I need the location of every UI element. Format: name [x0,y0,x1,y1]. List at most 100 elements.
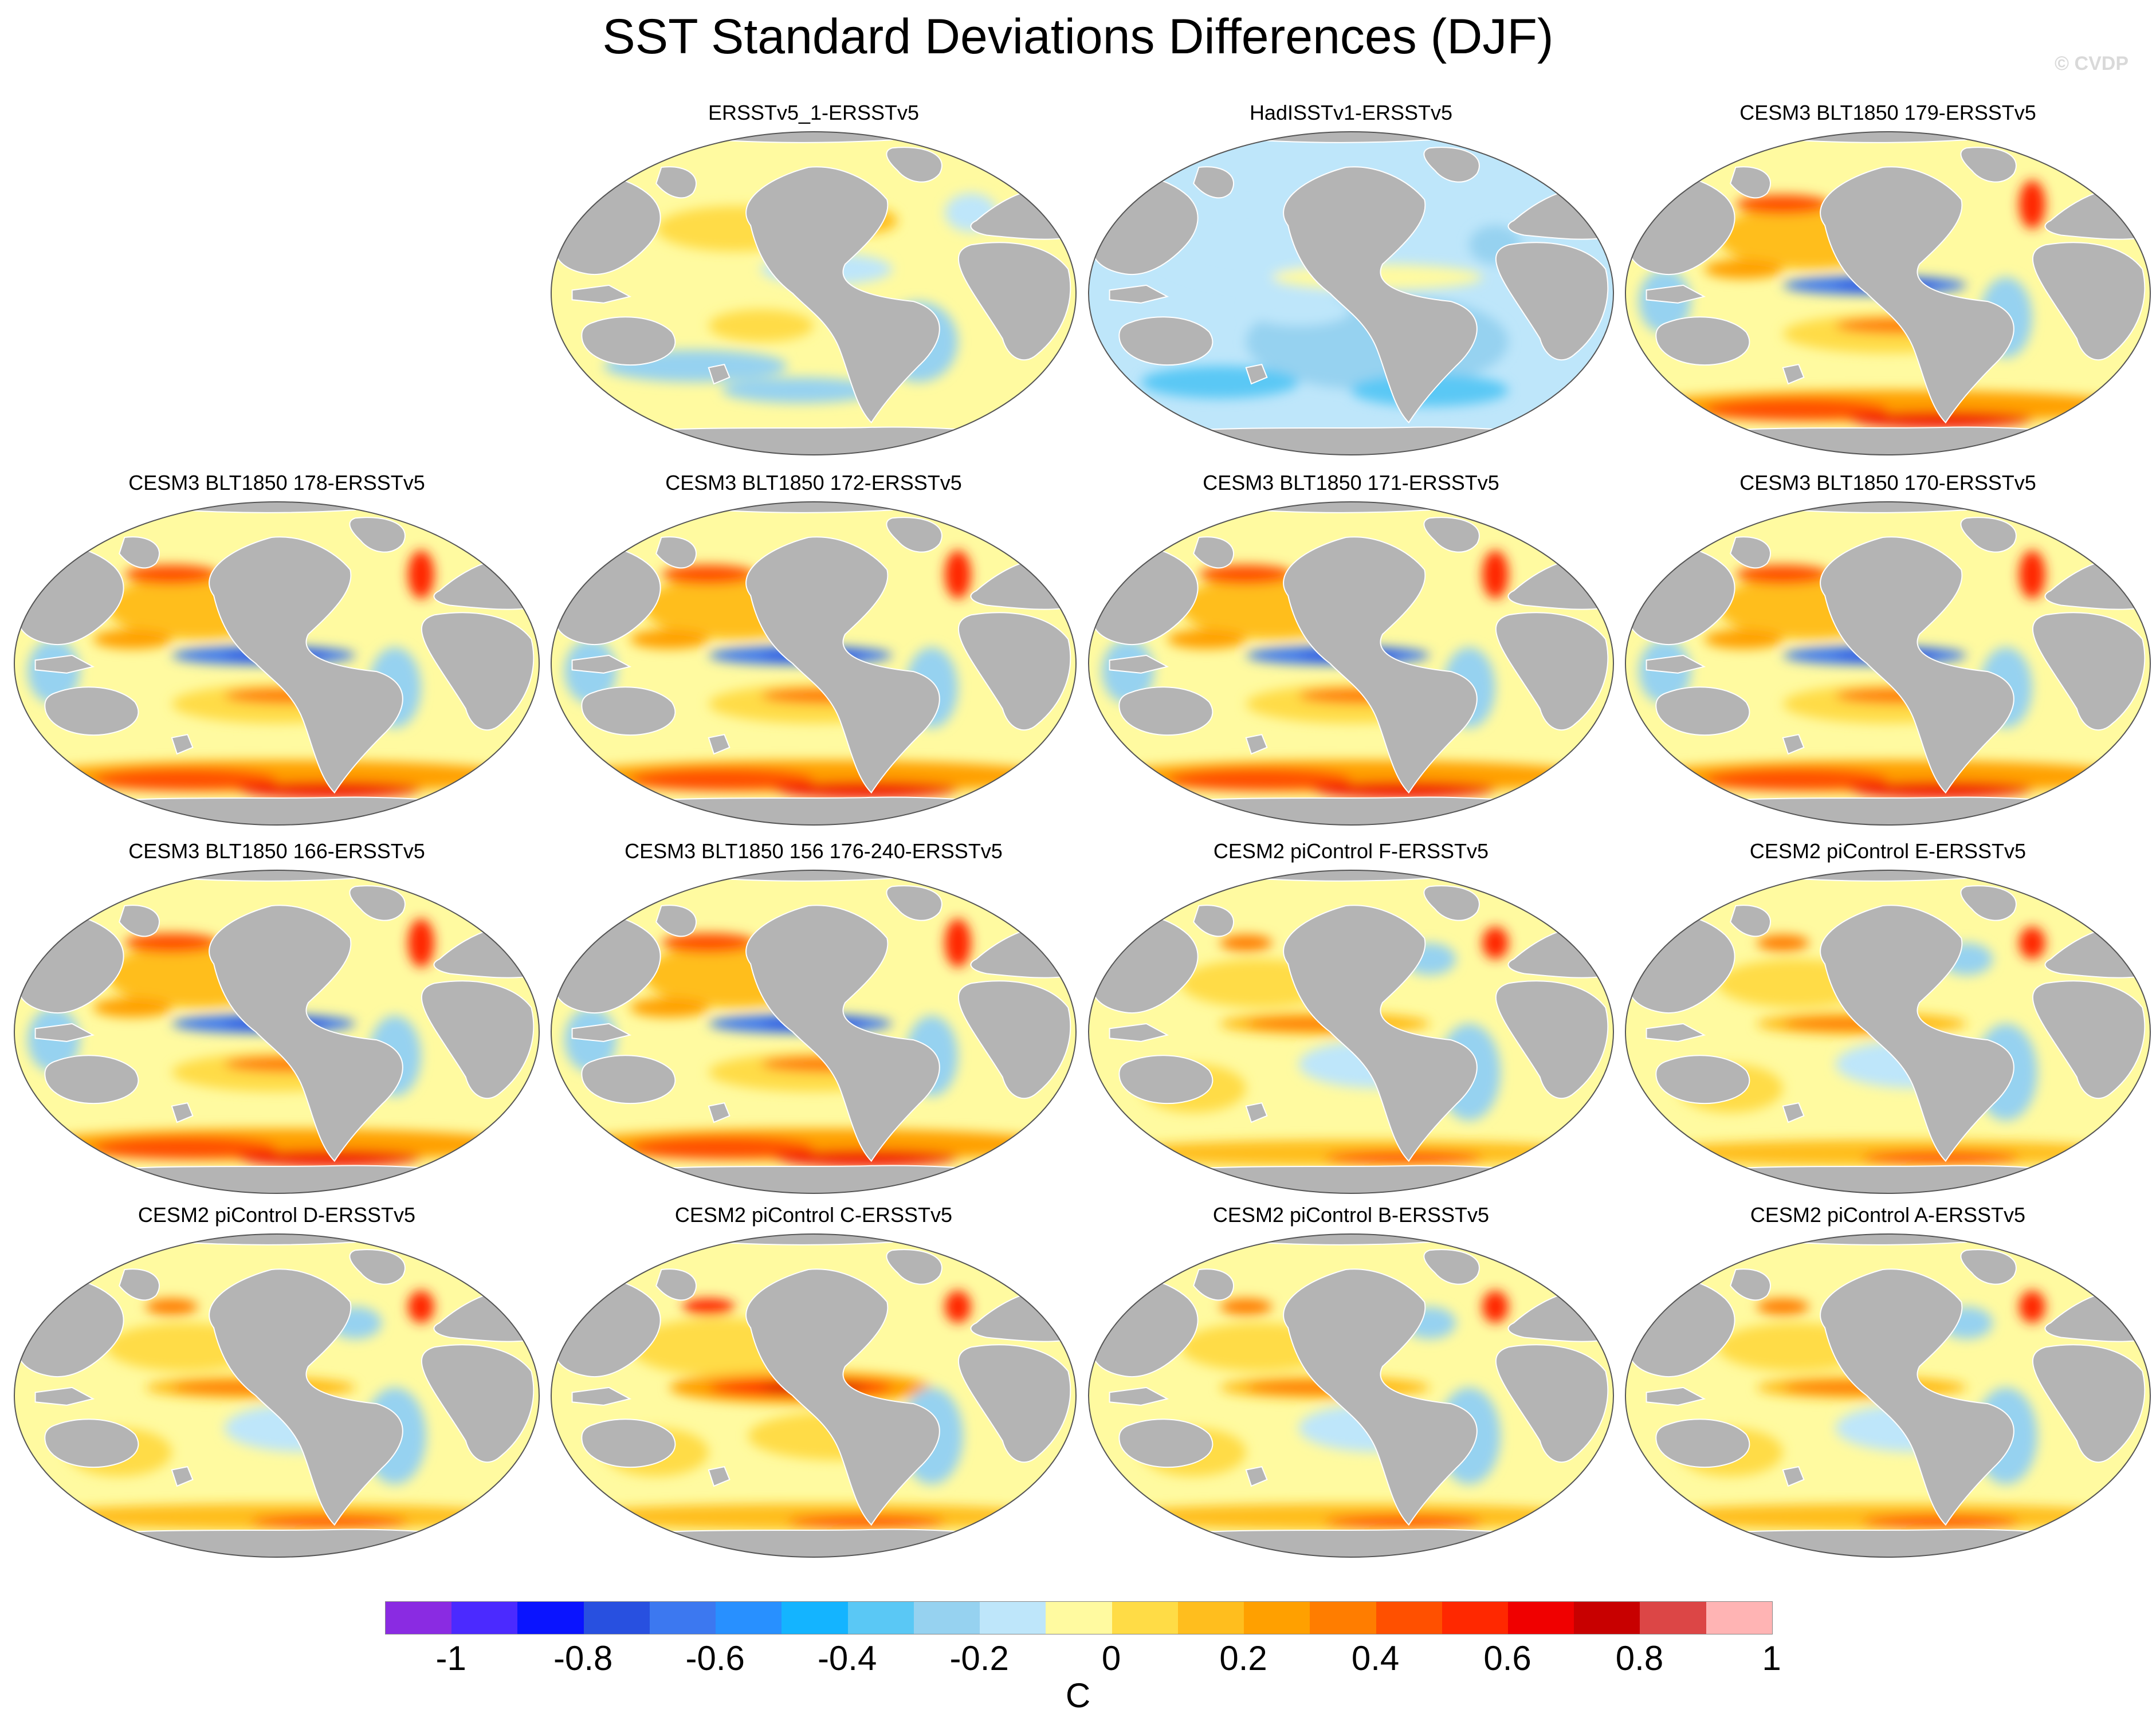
land-australia [1118,316,1214,366]
land-africa [2032,612,2146,731]
sst-anomaly-region [787,1515,945,1528]
land-greenland [349,517,406,553]
panel-title: CESM3 BLT1850 178-ERSSTv5 [128,471,425,494]
land-newzealand [1245,1465,1268,1487]
sst-anomaly-region [250,1515,408,1528]
sst-anomaly-region [93,997,172,1017]
land-australia [581,686,676,736]
land-americas [1283,536,1478,794]
map-panel: CESM3 BLT1850 171-ERSSTv5 [1085,471,1617,832]
map-outline [551,131,1077,455]
land-americas [1820,166,2014,424]
robinson-map [14,870,540,1194]
sst-anomaly-region [93,629,172,649]
colorbar-swatch [451,1602,518,1634]
land-australia [1118,686,1214,736]
colorbar-tick-label: -0.2 [949,1639,1009,1677]
land-indonesia [571,1386,632,1406]
sst-anomaly-region [1704,259,1783,279]
sst-anomaly-region [1325,1151,1482,1165]
land-australia [44,1055,139,1105]
sst-anomaly-region [630,997,709,1017]
land-arctic [655,870,893,882]
land-greenland [1960,885,2017,921]
panel-title: CESM3 BLT1850 166-ERSSTv5 [128,839,425,863]
land-greenland [1423,517,1480,553]
land-newzealand [708,363,731,385]
robinson-map [1625,501,2151,826]
map-panel: HadISSTv1-ERSSTv5 [1085,101,1617,462]
sst-anomaly-region [408,1290,434,1323]
map-panel: CESM3 BLT1850 179-ERSSTv5 [1621,101,2154,462]
map-panel: CESM2 piControl C-ERSSTv5 [547,1203,1080,1564]
sst-anomaly-region [1757,1298,1809,1315]
sst-anomaly-region [124,933,219,953]
colorbar-tick-label: -1 [435,1639,466,1677]
land-greenland [349,885,406,921]
sst-anomaly-region [721,377,879,403]
land-newzealand [708,1102,731,1123]
sst-anomaly-region [2019,180,2045,229]
land-africa [1495,612,1609,731]
land-newzealand [1782,733,1805,755]
land-americas [209,1268,403,1526]
land-kamchatka [1193,166,1234,199]
land-newzealand [1245,733,1268,755]
panel-title: CESM3 BLT1850 170-ERSSTv5 [1739,471,2036,494]
colorbar-swatch [1310,1602,1376,1634]
land-americas [745,166,940,424]
map-panel: ERSSTv5_1-ERSSTv5 [547,101,1080,462]
land-kamchatka [655,166,697,199]
land-americas [745,1268,940,1526]
land-indonesia [571,654,632,674]
map-panel: CESM3 BLT1850 172-ERSSTv5 [547,471,1080,832]
land-arctic [655,502,893,513]
land-australia [1118,1418,1214,1468]
sst-anomaly-region [630,629,709,649]
land-kamchatka [655,536,697,569]
land-africa [957,980,1071,1099]
sst-anomaly-region [708,309,814,342]
land-australia [581,1418,676,1468]
colorbar-swatch [1507,1602,1574,1634]
sst-anomaly-region [1482,550,1509,599]
land-arctic [1730,1234,1968,1245]
panel-title: CESM2 piControl D-ERSSTv5 [138,1203,416,1227]
panel-title: HadISSTv1-ERSSTv5 [1249,101,1453,124]
map-outline [1088,1233,1614,1558]
colorbar-tick-label: 0.6 [1483,1639,1531,1677]
land-kamchatka [1193,905,1234,937]
land-indonesia [571,1023,632,1042]
sst-anomaly-region [1704,398,1888,421]
land-greenland [1423,885,1480,921]
sst-anomaly-region [93,1137,277,1160]
sst-anomaly-region [1141,366,1299,399]
land-newzealand [171,1465,194,1487]
land-newzealand [1245,363,1268,385]
sst-anomaly-region [945,1290,971,1323]
land-americas [1283,166,1478,424]
land-africa [2032,980,2146,1099]
sst-anomaly-region [661,933,756,953]
land-greenland [886,885,942,921]
land-arctic [119,502,356,513]
land-arctic [1730,502,1968,513]
land-indonesia [34,1386,95,1406]
panel-title: CESM2 piControl A-ERSSTv5 [1750,1203,2026,1227]
land-arctic [1730,870,1968,882]
land-americas [1820,1268,2014,1526]
land-indonesia [571,284,632,304]
robinson-map [1625,131,2151,455]
map-panel: CESM2 piControl E-ERSSTv5 [1621,839,2154,1200]
robinson-map [1088,1233,1614,1558]
robinson-map [1088,501,1614,826]
land-kamchatka [1730,166,1771,199]
sst-anomaly-region [2019,1290,2045,1323]
land-indonesia [1646,1386,1706,1406]
land-greenland [886,147,942,183]
colorbar-unit: C [1065,1676,1091,1715]
colorbar-swatch [980,1602,1046,1634]
sst-anomaly-region [1482,926,1509,960]
land-arctic [1730,132,1968,143]
sst-anomaly-region [1862,1151,2019,1165]
